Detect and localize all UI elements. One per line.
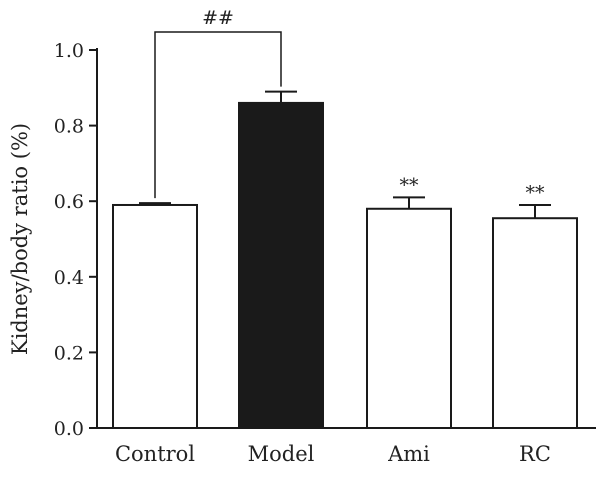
bar-ami [366,207,452,429]
significance-annotations: ** ** ## [154,7,546,204]
comparison-label: ## [202,7,234,29]
y-axis-label: Kidney/body ratio (%) [8,123,32,355]
x-tick-labels: Control Model Ami RC [115,442,551,466]
significance-label-ami: ** [400,174,420,196]
x-tick-label-ami: Ami [387,442,430,466]
significance-label-rc: ** [526,182,546,204]
y-tick-label: 0.6 [54,191,84,213]
bar-rc [492,217,578,429]
y-tick-label: 1.0 [54,40,84,62]
x-tick-label-model: Model [248,442,315,466]
error-bars [139,90,551,219]
y-tick-label: 0.0 [54,418,84,440]
y-tick-label: 0.2 [54,342,84,364]
comparison-bracket [154,31,282,199]
x-tick-label-control: Control [115,442,195,466]
bar-model [238,101,324,429]
bars [112,101,578,429]
bar-control [112,203,198,429]
x-tick-label-rc: RC [519,442,551,466]
y-tick-label: 0.4 [54,267,84,289]
y-ticks: 0.0 0.2 0.4 0.6 0.8 1.0 [54,40,97,440]
y-tick-label: 0.8 [54,116,84,138]
